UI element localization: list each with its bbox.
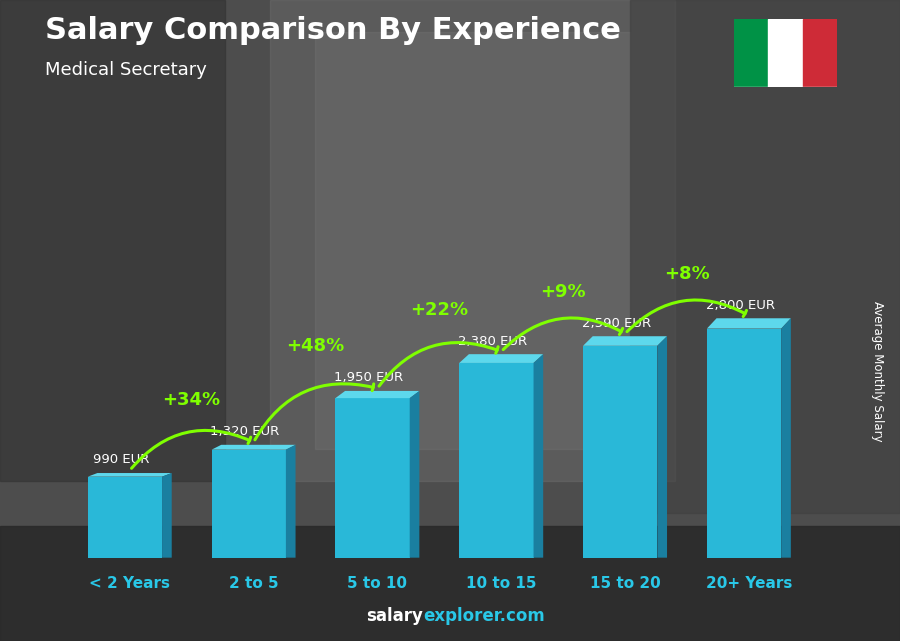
Text: Average Monthly Salary: Average Monthly Salary <box>871 301 884 442</box>
Bar <box>270 0 675 481</box>
Polygon shape <box>212 445 295 450</box>
Polygon shape <box>336 391 419 398</box>
Bar <box>315 32 630 449</box>
Text: explorer.com: explorer.com <box>423 607 544 625</box>
Polygon shape <box>459 354 544 363</box>
Polygon shape <box>583 337 667 345</box>
Polygon shape <box>459 363 534 558</box>
Text: Medical Secretary: Medical Secretary <box>45 61 207 79</box>
Text: Salary Comparison By Experience: Salary Comparison By Experience <box>45 16 621 45</box>
Text: +48%: +48% <box>286 337 345 356</box>
Text: 1,320 EUR: 1,320 EUR <box>211 425 280 438</box>
Bar <box>0 526 900 641</box>
Text: +34%: +34% <box>163 391 220 410</box>
Text: 2,590 EUR: 2,590 EUR <box>582 317 651 329</box>
Text: 2 to 5: 2 to 5 <box>229 576 278 591</box>
Bar <box>0 0 225 481</box>
Polygon shape <box>336 398 410 558</box>
Polygon shape <box>162 473 172 558</box>
Bar <box>803 19 837 87</box>
Polygon shape <box>706 319 791 329</box>
Polygon shape <box>410 391 419 558</box>
Polygon shape <box>534 354 544 558</box>
Polygon shape <box>583 345 657 558</box>
Polygon shape <box>706 329 781 558</box>
Polygon shape <box>88 477 162 558</box>
Polygon shape <box>88 473 172 477</box>
Polygon shape <box>657 337 667 558</box>
Bar <box>768 19 803 87</box>
Text: 15 to 20: 15 to 20 <box>590 576 661 591</box>
Text: 10 to 15: 10 to 15 <box>466 576 536 591</box>
Text: 5 to 10: 5 to 10 <box>347 576 408 591</box>
Text: 2,380 EUR: 2,380 EUR <box>458 335 527 347</box>
Text: +8%: +8% <box>664 265 710 283</box>
Text: < 2 Years: < 2 Years <box>89 576 170 591</box>
Bar <box>734 19 768 87</box>
Text: +22%: +22% <box>410 301 468 319</box>
Text: 990 EUR: 990 EUR <box>93 453 149 467</box>
Polygon shape <box>212 450 286 558</box>
Text: 20+ Years: 20+ Years <box>706 576 792 591</box>
Text: salary: salary <box>366 607 423 625</box>
Bar <box>630 0 900 513</box>
Text: +9%: +9% <box>540 283 586 301</box>
Polygon shape <box>286 445 295 558</box>
Text: 2,800 EUR: 2,800 EUR <box>706 299 775 312</box>
Polygon shape <box>781 319 791 558</box>
Text: 1,950 EUR: 1,950 EUR <box>334 371 403 385</box>
